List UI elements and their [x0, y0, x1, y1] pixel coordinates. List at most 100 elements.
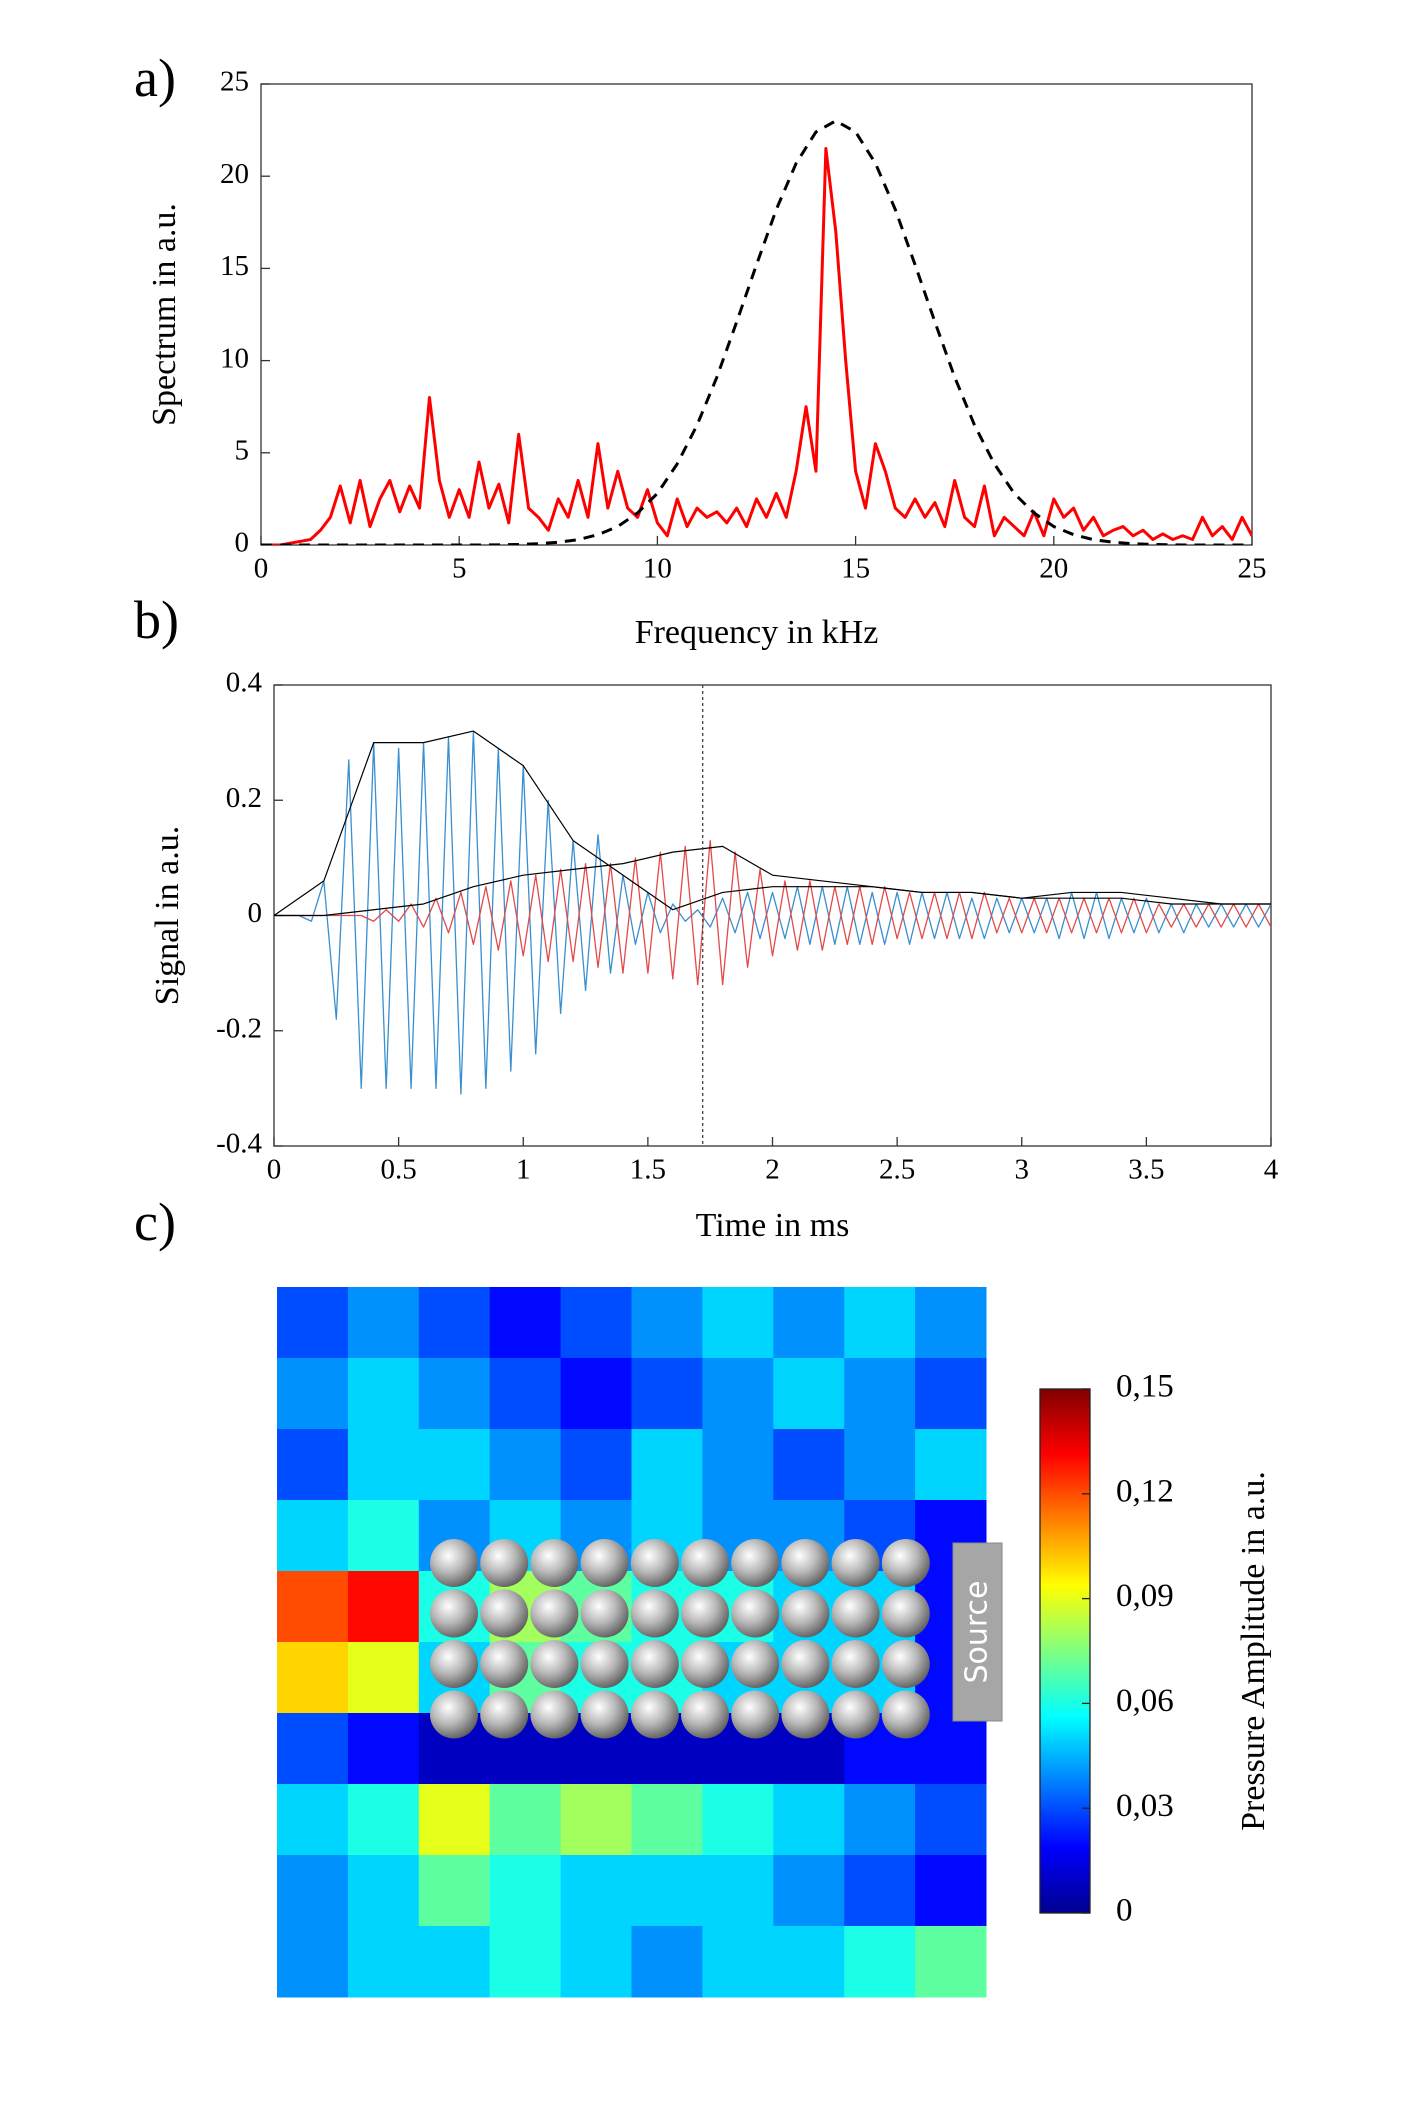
colorbar-tick-label: 0,09 — [1116, 1578, 1174, 1614]
heat-cell — [277, 1784, 349, 1856]
scatterer — [580, 1539, 629, 1587]
heat-cell — [277, 1855, 349, 1927]
scatterer — [731, 1640, 780, 1688]
y-axis-label: Signal in a.u. — [149, 826, 186, 1005]
x-tick-label: 0 — [254, 553, 269, 585]
scatterer — [480, 1690, 529, 1739]
scatterer — [681, 1539, 729, 1587]
heat-cell — [418, 1429, 491, 1501]
scatterer — [831, 1539, 880, 1587]
heat-cell — [773, 1784, 845, 1856]
scatterer — [430, 1589, 478, 1638]
heat-cell — [560, 1429, 632, 1501]
x-tick-label: 3.5 — [1128, 1154, 1164, 1186]
x-tick-label: 2 — [765, 1154, 780, 1186]
panel-label: c) — [134, 1192, 176, 1252]
y-tick-label: 0 — [235, 527, 250, 559]
heat-cell — [347, 1784, 420, 1856]
heat-cell — [418, 1358, 491, 1430]
y-axis-label: Spectrum in a.u. — [146, 203, 183, 426]
colorbar-tick-label: 0,15 — [1116, 1369, 1174, 1405]
scatterer — [781, 1589, 830, 1638]
scatterer — [881, 1539, 930, 1587]
heat-cell — [277, 1500, 349, 1572]
heat-cell — [489, 1358, 562, 1430]
scatterer — [781, 1539, 830, 1587]
scatterer — [731, 1539, 780, 1587]
heat-cell — [418, 1855, 491, 1927]
heat-cell — [489, 1287, 562, 1359]
heat-cell — [277, 1287, 349, 1359]
heat-cell — [418, 1926, 491, 1998]
colorbar-tick-label: 0,03 — [1116, 1788, 1174, 1824]
heat-cell — [631, 1784, 703, 1856]
heat-cell — [489, 1855, 562, 1927]
scatterer — [831, 1589, 880, 1638]
y-tick-label: 0 — [248, 897, 263, 929]
heat-cell — [277, 1642, 349, 1714]
heat-cell — [418, 1287, 491, 1359]
x-tick-label: 25 — [1238, 553, 1267, 585]
x-tick-label: 1.5 — [630, 1154, 666, 1186]
heat-cell — [347, 1713, 420, 1785]
y-tick-label: 0.4 — [226, 667, 263, 699]
scatterer — [630, 1690, 679, 1739]
scatterer — [831, 1690, 880, 1739]
heat-cell — [631, 1926, 703, 1998]
data-line — [261, 147, 1252, 545]
heat-cell — [489, 1784, 562, 1856]
data-line — [274, 845, 1271, 917]
heat-cell — [631, 1287, 703, 1359]
y-tick-label: -0.2 — [216, 1012, 262, 1044]
heat-cell — [915, 1429, 987, 1501]
y-tick-label: 15 — [220, 250, 249, 282]
scatterer — [530, 1539, 579, 1587]
heat-cell — [844, 1855, 916, 1927]
colorbar-tick-label: 0,06 — [1116, 1683, 1174, 1719]
data-line — [274, 730, 1271, 1095]
x-tick-label: 5 — [452, 553, 467, 585]
heat-cell — [631, 1358, 703, 1430]
scatterer — [530, 1690, 579, 1739]
y-tick-label: 5 — [235, 434, 250, 466]
y-tick-label: 0.2 — [226, 782, 262, 814]
scatterer — [681, 1640, 729, 1688]
heat-cell — [702, 1855, 774, 1927]
scatterer — [580, 1640, 629, 1688]
heat-cell — [773, 1429, 845, 1501]
scatterer — [630, 1589, 679, 1638]
heat-cell — [702, 1784, 774, 1856]
heat-cell — [844, 1926, 916, 1998]
heat-cell — [702, 1287, 774, 1359]
heat-cell — [560, 1855, 632, 1927]
heat-cell — [277, 1571, 349, 1643]
heat-cell — [915, 1926, 987, 1998]
heat-cell — [489, 1429, 562, 1501]
heat-cell — [844, 1429, 916, 1501]
x-tick-label: 20 — [1039, 553, 1068, 585]
scatterer — [881, 1640, 930, 1688]
heat-cell — [489, 1926, 562, 1998]
x-tick-label: 0 — [267, 1154, 282, 1186]
heat-cell — [347, 1500, 420, 1572]
x-tick-label: 10 — [643, 553, 672, 585]
source-label: Source — [960, 1580, 995, 1683]
heat-cell — [347, 1571, 420, 1643]
scatterer — [530, 1640, 579, 1688]
panel-label: b) — [134, 590, 179, 650]
x-tick-label: 0.5 — [381, 1154, 417, 1186]
scatterer — [580, 1690, 629, 1739]
x-axis-label: Time in ms — [696, 1207, 850, 1244]
colorbar-tick-label: 0,12 — [1116, 1473, 1174, 1509]
scatterer — [480, 1539, 529, 1587]
heat-cell — [347, 1358, 420, 1430]
heat-cell — [347, 1429, 420, 1501]
x-tick-label: 3 — [1015, 1154, 1030, 1186]
data-line — [261, 119, 1252, 545]
heat-cell — [915, 1855, 987, 1927]
heat-cell — [702, 1429, 774, 1501]
scatterer — [831, 1640, 880, 1688]
scatterer — [630, 1539, 679, 1587]
